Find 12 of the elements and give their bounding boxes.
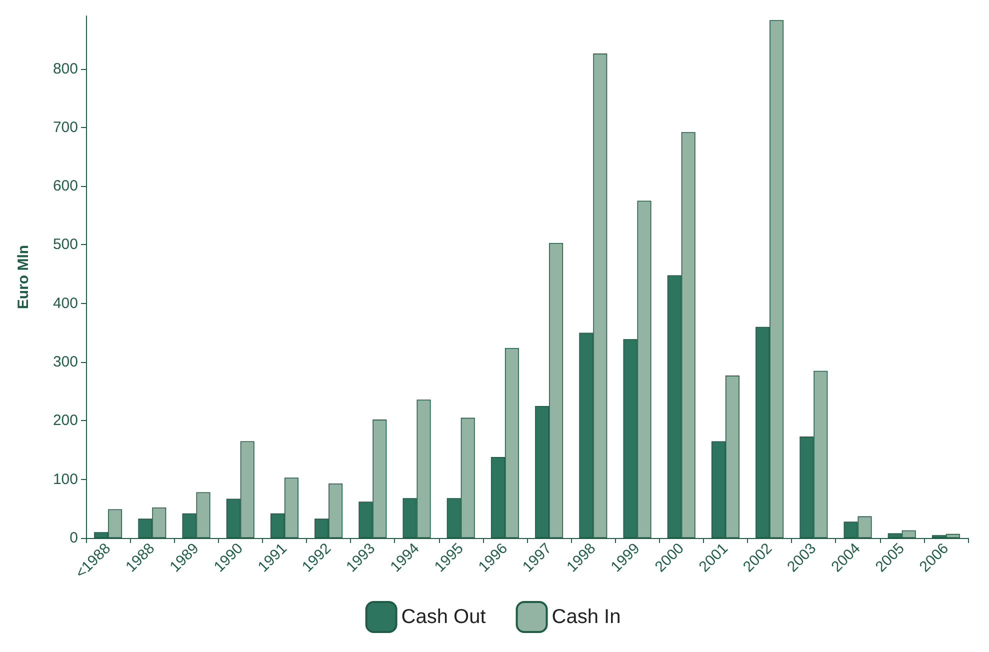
y-tick-label: 300 [52,354,78,371]
y-tick-label: 0 [70,530,78,546]
y-tick-label: 500 [52,236,78,254]
y-axis-title: Euro Mln [15,244,32,310]
legend-label: Cash In [552,606,621,628]
y-tick-label: 400 [52,294,78,312]
y-tick-label: 800 [52,60,78,78]
y-tick-label: 200 [52,412,78,430]
y-tick-label: 700 [52,118,78,136]
legend-label: Cash Out [401,606,486,628]
y-tick-label: 600 [52,178,78,195]
y-tick-label: 100 [52,470,78,488]
